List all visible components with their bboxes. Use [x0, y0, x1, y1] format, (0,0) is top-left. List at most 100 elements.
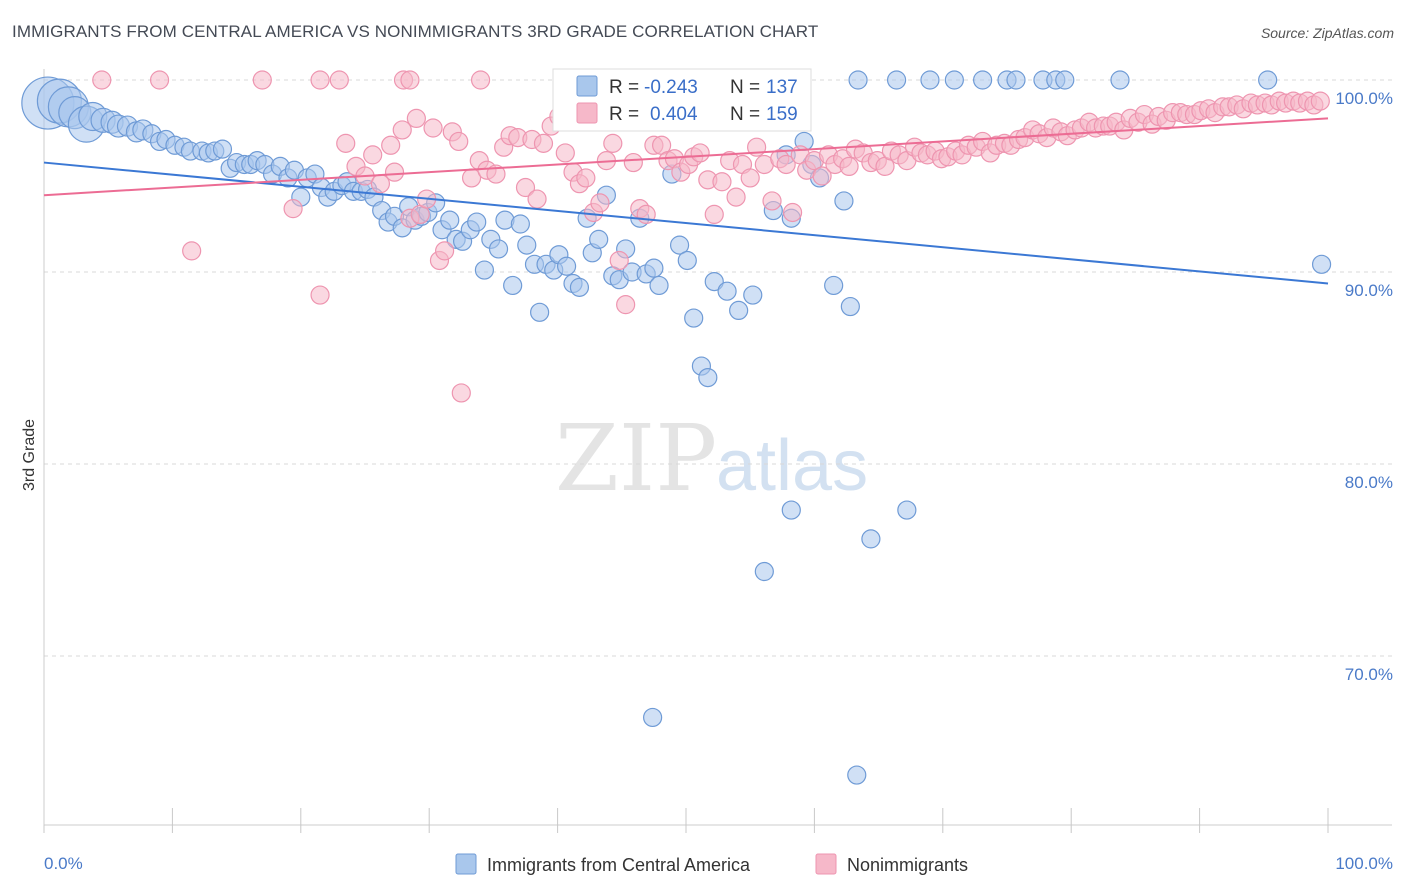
- point-nonimmigrants-9: [283, 199, 303, 219]
- point-immigrants-92: [704, 272, 724, 292]
- point-nonimmigrants-7: [470, 70, 491, 90]
- point-immigrants-108: [754, 561, 774, 582]
- legend-top-n-label-2: N =: [730, 104, 760, 125]
- point-nonimmigrants-69: [740, 168, 760, 188]
- point-immigrants-84: [644, 258, 664, 278]
- point-nonimmigrants-2: [252, 70, 272, 90]
- y-tick-label-3: 70.0%: [1345, 665, 1393, 684]
- x-tick-labels: 0.0% 100.0%: [44, 854, 1393, 873]
- point-immigrants-103: [834, 191, 854, 211]
- legend-top-swatch-pink: [576, 102, 598, 124]
- point-nonimmigrants-23: [423, 118, 443, 138]
- point-nonimmigrants-45: [576, 168, 596, 188]
- point-immigrants-93: [717, 281, 737, 301]
- point-nonimmigrants-42: [555, 143, 575, 163]
- legend-top-n-label-1: N =: [730, 77, 760, 98]
- point-nonimmigrants-4: [329, 70, 349, 90]
- point-nonimmigrants-65: [712, 172, 732, 192]
- trend-line-nonimmigrants: [43, 117, 1329, 197]
- point-immigrants-124: [1258, 70, 1278, 90]
- legend-top-r-value-2: 0.404: [650, 104, 698, 125]
- legend-top-swatch-blue: [576, 75, 598, 97]
- point-nonimmigrants-17: [384, 162, 405, 182]
- point-immigrants-91: [698, 368, 718, 388]
- point-immigrants-67: [530, 302, 550, 322]
- legend-bottom-label-immigrants: Immigrants from Central America: [487, 855, 751, 875]
- point-immigrants-110: [897, 500, 917, 520]
- point-nonimmigrants-74: [776, 154, 796, 175]
- point-immigrants-95: [743, 285, 763, 305]
- point-immigrants-109: [861, 529, 881, 549]
- watermark-zip: ZIP: [555, 405, 717, 512]
- point-immigrants-71: [556, 256, 577, 276]
- legend-bottom: Immigrants from Central America Nonimmig…: [455, 853, 968, 875]
- point-immigrants-117: [973, 70, 993, 90]
- watermark-atlas: atlas: [716, 426, 868, 506]
- point-immigrants-115: [920, 70, 940, 90]
- point-immigrants-107: [781, 500, 801, 520]
- point-nonimmigrants-39: [533, 133, 554, 153]
- point-immigrants-21: [212, 139, 233, 159]
- legend-top-r-value-1: -0.243: [644, 77, 698, 98]
- point-nonimmigrants-16: [381, 135, 401, 155]
- point-immigrants-59: [474, 260, 495, 280]
- point-nonimmigrants-49: [603, 133, 623, 153]
- point-nonimmigrants-52: [623, 152, 643, 173]
- point-nonimmigrants-25: [435, 241, 455, 261]
- point-nonimmigrants-20: [406, 108, 426, 129]
- legend-bottom-swatch-pink: [815, 853, 837, 875]
- point-immigrants-65: [517, 235, 537, 255]
- trend-lines: [43, 117, 1329, 285]
- point-nonimmigrants-27: [449, 131, 469, 152]
- point-nonimmigrants-6: [400, 70, 420, 90]
- legend-top-r-label-2: R =: [609, 104, 639, 125]
- point-nonimmigrants-36: [515, 177, 536, 198]
- point-immigrants-88: [677, 250, 697, 271]
- source-label: Source: ZipAtlas.com: [1260, 25, 1394, 41]
- point-nonimmigrants-0: [92, 70, 112, 90]
- point-nonimmigrants-28: [451, 383, 471, 403]
- point-nonimmigrants-47: [590, 193, 610, 213]
- point-nonimmigrants-38: [527, 189, 547, 209]
- x-ticks: [43, 808, 1329, 833]
- x-tick-label-1: 100.0%: [1335, 854, 1393, 873]
- y-tick-label-1: 90.0%: [1345, 281, 1393, 300]
- point-nonimmigrants-64: [704, 204, 724, 224]
- point-nonimmigrants-79: [812, 166, 832, 186]
- point-nonimmigrants-51: [616, 295, 636, 315]
- point-nonimmigrants-150: [1310, 91, 1330, 111]
- point-immigrants-76: [589, 229, 609, 249]
- point-nonimmigrants-32: [486, 164, 506, 184]
- point-immigrants-58: [467, 212, 487, 232]
- y-axis-label: 3rd Grade: [21, 419, 38, 491]
- y-tick-label-2: 80.0%: [1345, 473, 1393, 492]
- point-immigrants-104: [840, 296, 860, 317]
- point-immigrants-85: [649, 275, 669, 296]
- point-nonimmigrants-72: [762, 191, 782, 211]
- point-immigrants-116: [944, 70, 964, 90]
- point-immigrants-102: [824, 275, 844, 296]
- point-immigrants-122: [1055, 70, 1075, 90]
- point-nonimmigrants-75: [782, 202, 803, 223]
- point-immigrants-63: [503, 275, 523, 296]
- point-immigrants-114: [886, 70, 907, 90]
- point-immigrants-94: [729, 300, 749, 320]
- x-tick-label-0: 0.0%: [44, 854, 83, 873]
- point-immigrants-89: [684, 308, 704, 328]
- point-immigrants-54: [440, 210, 460, 230]
- point-immigrants-105: [847, 765, 867, 785]
- point-immigrants-73: [569, 277, 590, 297]
- point-nonimmigrants-1: [149, 70, 170, 90]
- point-nonimmigrants-18: [392, 120, 412, 140]
- point-nonimmigrants-10: [310, 285, 330, 305]
- point-immigrants-123: [1110, 70, 1130, 90]
- legend-top-n-value-2: 159: [766, 104, 798, 125]
- y-tick-labels: 100.0% 90.0% 80.0% 70.0%: [1335, 89, 1393, 684]
- legend-top: R = -0.243 N = 137 R = 0.404 N = 159: [552, 68, 812, 132]
- point-immigrants-119: [1006, 70, 1026, 90]
- point-nonimmigrants-67: [726, 187, 746, 207]
- point-immigrants-87: [669, 235, 690, 255]
- series-nonimmigrants-points: [92, 70, 1330, 403]
- point-nonimmigrants-11: [336, 133, 356, 153]
- legend-top-n-value-1: 137: [766, 77, 798, 98]
